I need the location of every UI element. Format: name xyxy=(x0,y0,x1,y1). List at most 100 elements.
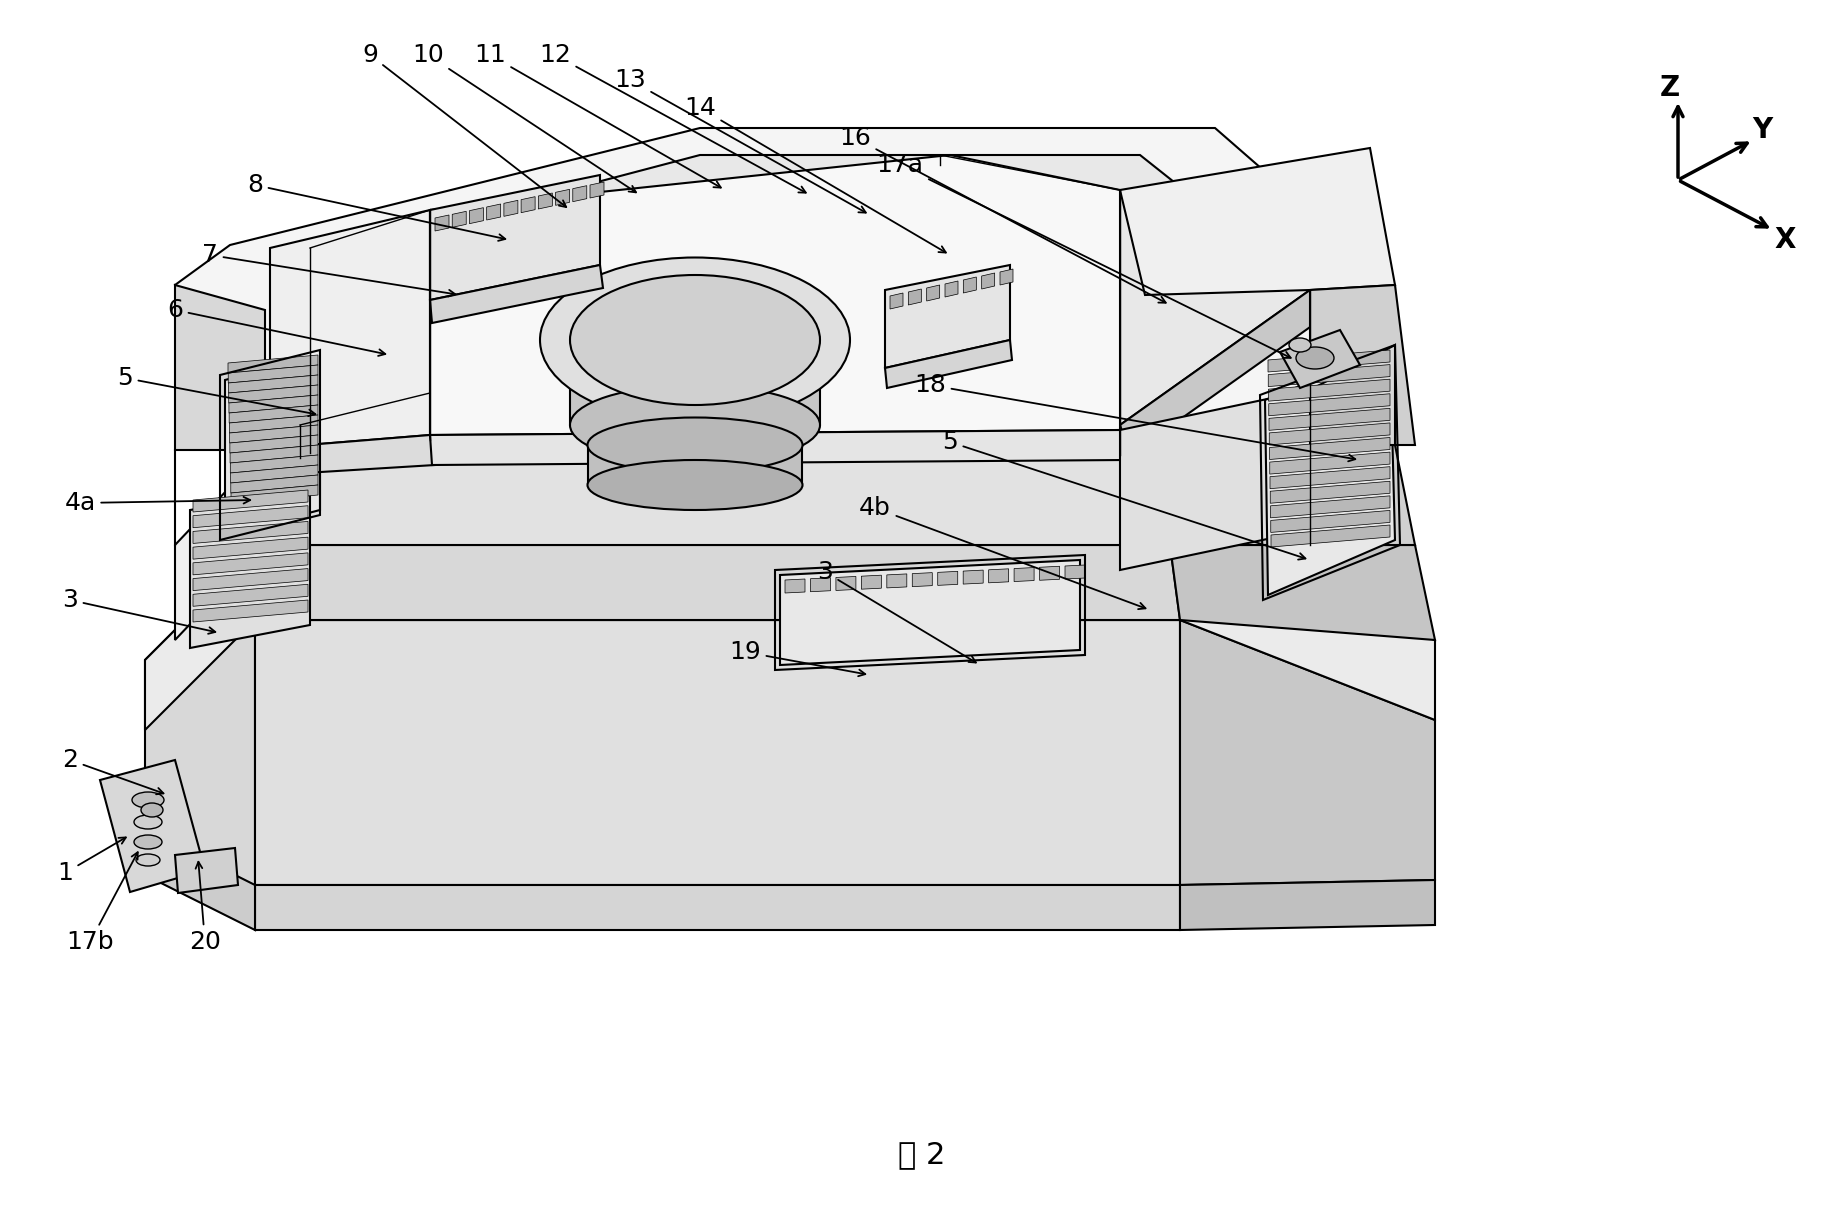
Polygon shape xyxy=(430,155,1120,435)
Polygon shape xyxy=(100,759,205,892)
Polygon shape xyxy=(1120,290,1319,455)
Polygon shape xyxy=(1269,467,1389,489)
Text: 18: 18 xyxy=(913,373,1356,461)
Text: 12: 12 xyxy=(539,43,806,193)
Text: 20: 20 xyxy=(188,862,221,954)
Polygon shape xyxy=(229,385,317,404)
Polygon shape xyxy=(231,455,317,473)
Polygon shape xyxy=(1268,350,1389,372)
Text: 5: 5 xyxy=(116,366,315,416)
Ellipse shape xyxy=(1295,347,1334,369)
Polygon shape xyxy=(231,445,317,464)
Polygon shape xyxy=(1181,620,1435,885)
Polygon shape xyxy=(989,569,1009,583)
Text: 13: 13 xyxy=(614,68,865,213)
Polygon shape xyxy=(520,197,535,213)
Polygon shape xyxy=(175,128,1395,450)
Polygon shape xyxy=(1269,408,1389,430)
Ellipse shape xyxy=(135,835,162,849)
Text: 4a: 4a xyxy=(65,490,251,515)
Polygon shape xyxy=(886,340,1013,388)
Text: Y: Y xyxy=(1753,116,1773,144)
Polygon shape xyxy=(229,364,317,383)
Ellipse shape xyxy=(137,854,161,866)
Ellipse shape xyxy=(135,815,162,829)
Polygon shape xyxy=(1271,525,1389,547)
Ellipse shape xyxy=(140,804,162,817)
Polygon shape xyxy=(194,569,308,591)
Text: 19: 19 xyxy=(729,640,865,676)
Polygon shape xyxy=(937,571,958,586)
Polygon shape xyxy=(452,212,467,227)
Polygon shape xyxy=(862,575,882,589)
Polygon shape xyxy=(889,294,902,309)
Text: 9: 9 xyxy=(362,43,566,207)
Polygon shape xyxy=(175,285,266,450)
Text: 3: 3 xyxy=(63,588,216,634)
Polygon shape xyxy=(430,265,603,323)
Polygon shape xyxy=(1269,438,1389,460)
Polygon shape xyxy=(963,276,976,294)
Polygon shape xyxy=(908,289,921,305)
Polygon shape xyxy=(430,175,600,300)
Polygon shape xyxy=(1271,495,1389,517)
Polygon shape xyxy=(926,285,939,301)
Polygon shape xyxy=(1015,567,1033,582)
Polygon shape xyxy=(231,475,317,493)
Polygon shape xyxy=(146,830,255,929)
Polygon shape xyxy=(225,355,319,534)
Polygon shape xyxy=(1120,390,1310,570)
Text: 17b: 17b xyxy=(66,852,138,954)
Polygon shape xyxy=(255,450,1181,545)
Polygon shape xyxy=(1181,881,1435,929)
Polygon shape xyxy=(301,426,1120,455)
Ellipse shape xyxy=(570,275,819,405)
Polygon shape xyxy=(194,600,308,623)
Polygon shape xyxy=(945,281,958,297)
Ellipse shape xyxy=(570,385,819,465)
Polygon shape xyxy=(572,186,587,202)
Polygon shape xyxy=(1269,453,1389,475)
Polygon shape xyxy=(231,435,317,453)
Text: 11: 11 xyxy=(474,43,721,187)
Text: 1: 1 xyxy=(57,838,125,885)
Polygon shape xyxy=(1269,423,1389,445)
Polygon shape xyxy=(229,426,317,443)
Polygon shape xyxy=(194,553,308,575)
Polygon shape xyxy=(539,193,552,209)
Text: 4b: 4b xyxy=(860,497,1146,609)
Text: 图 2: 图 2 xyxy=(899,1141,946,1169)
Polygon shape xyxy=(836,576,856,591)
Text: 16: 16 xyxy=(839,126,1166,303)
Polygon shape xyxy=(469,208,483,224)
Polygon shape xyxy=(269,435,435,475)
Polygon shape xyxy=(190,490,310,648)
Polygon shape xyxy=(194,537,308,559)
Text: 10: 10 xyxy=(411,43,637,192)
Polygon shape xyxy=(487,204,500,220)
Text: 17a: 17a xyxy=(876,153,1292,358)
Polygon shape xyxy=(1266,350,1395,596)
Polygon shape xyxy=(229,375,317,393)
Polygon shape xyxy=(1269,379,1389,401)
Text: Z: Z xyxy=(1660,75,1681,102)
Polygon shape xyxy=(175,450,1415,640)
Polygon shape xyxy=(194,521,308,543)
Polygon shape xyxy=(589,445,803,486)
Polygon shape xyxy=(963,570,983,585)
Polygon shape xyxy=(1000,269,1013,285)
Polygon shape xyxy=(255,885,1181,929)
Polygon shape xyxy=(229,395,317,413)
Polygon shape xyxy=(982,273,994,289)
Polygon shape xyxy=(194,490,308,512)
Polygon shape xyxy=(1065,565,1085,578)
Polygon shape xyxy=(1269,481,1389,503)
Text: X: X xyxy=(1775,226,1795,254)
Polygon shape xyxy=(570,340,819,455)
Polygon shape xyxy=(1268,364,1389,386)
Polygon shape xyxy=(1310,285,1415,445)
Polygon shape xyxy=(780,560,1079,665)
Text: 7: 7 xyxy=(203,243,456,296)
Polygon shape xyxy=(194,585,308,607)
Polygon shape xyxy=(229,355,317,373)
